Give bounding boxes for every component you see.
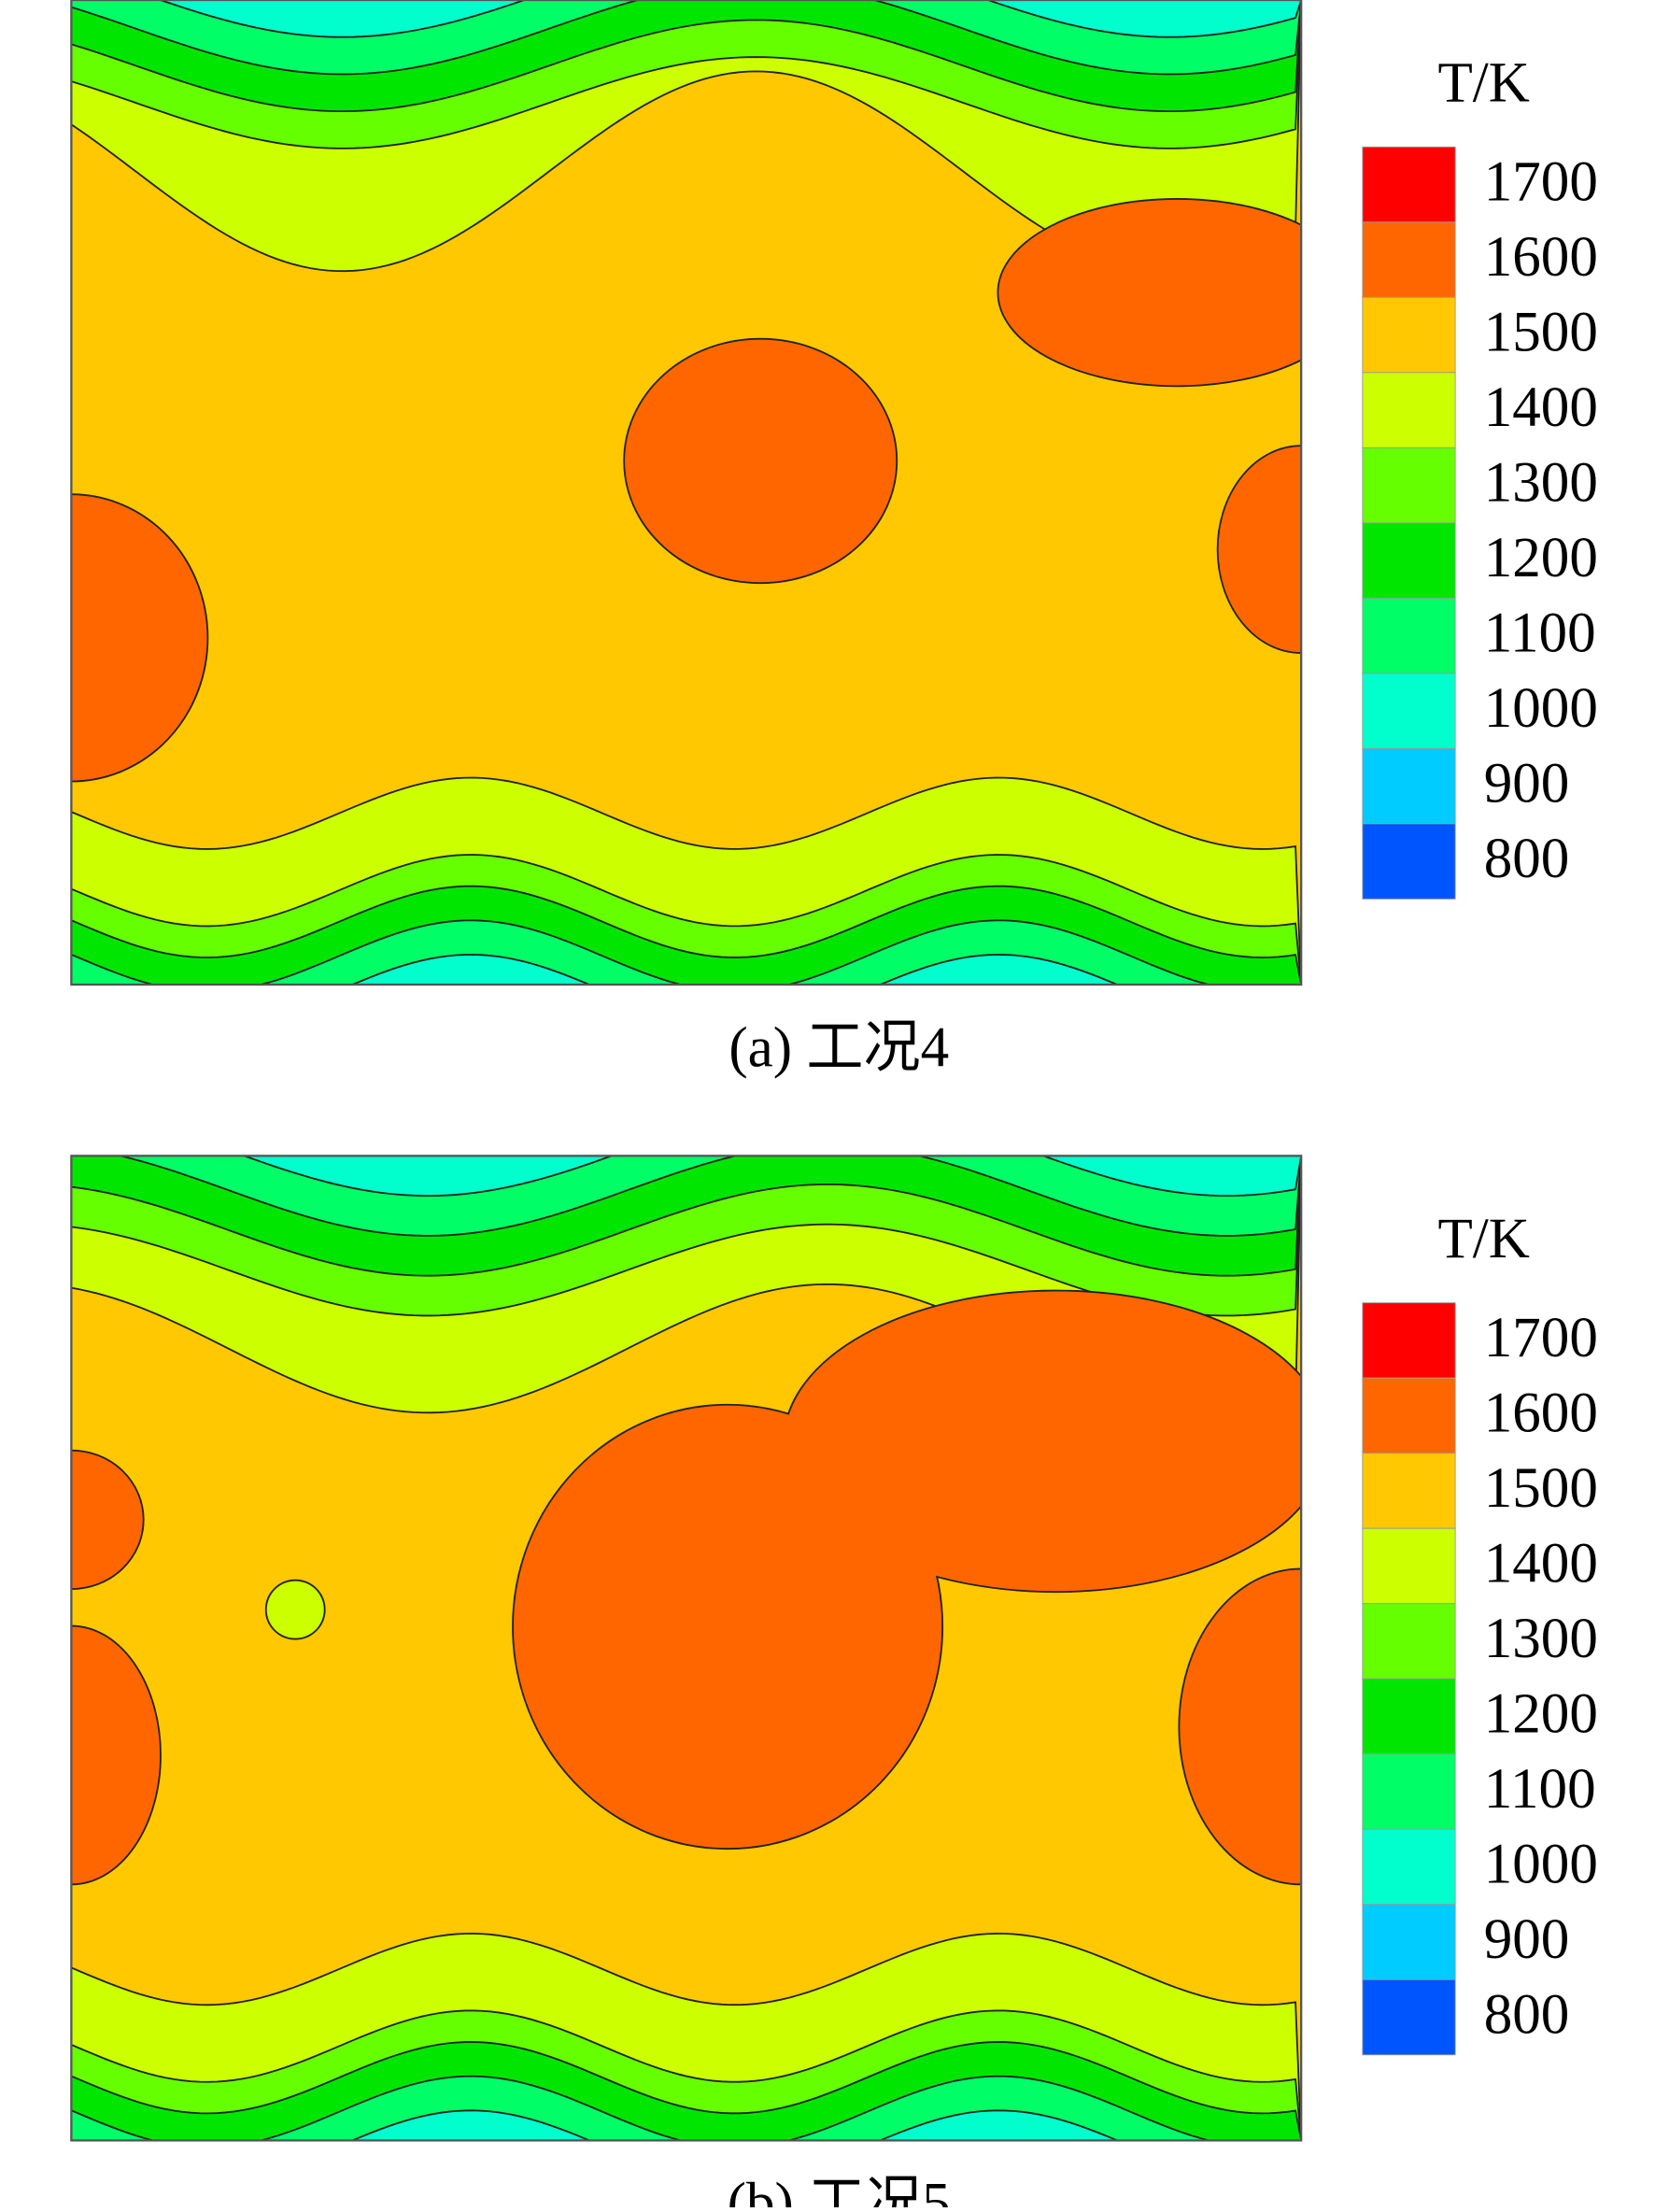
colorbar-swatch xyxy=(1362,1603,1456,1680)
colorbar-label: 1200 xyxy=(1484,1683,1598,1746)
colorbar-swatch xyxy=(1362,146,1456,223)
panel-caption: (b) 工况5 xyxy=(728,2173,951,2207)
contour-region xyxy=(71,2109,1302,2141)
colorbar-swatch xyxy=(1362,673,1456,749)
contour-region xyxy=(625,339,897,583)
colorbar-swatch xyxy=(1362,1453,1456,1529)
colorbar-label: 1300 xyxy=(1484,1608,1598,1670)
colorbar-swatch xyxy=(1362,522,1456,599)
colorbar-label: 800 xyxy=(1484,828,1570,890)
colorbar-label: 1600 xyxy=(1484,226,1598,289)
contour-region xyxy=(71,1626,161,1884)
colorbar-title: T/K xyxy=(1437,1208,1529,1270)
figure-body: T/K 1700 1600 1500 1400 1300 1200 1100 1000 900 80… xyxy=(70,0,1598,2212)
colorbar-label: 1700 xyxy=(1484,1307,1598,1369)
plot-border xyxy=(70,1155,1303,2142)
contour-region xyxy=(71,954,1302,985)
colorbar-swatch xyxy=(1362,1377,1456,1454)
colorbar-label: 800 xyxy=(1484,1984,1570,2047)
colorbar-label: 900 xyxy=(1484,753,1570,815)
colorbar-label: 1000 xyxy=(1484,677,1598,740)
colorbar-swatch xyxy=(1362,1904,1456,1980)
contour-region xyxy=(71,1451,143,1589)
colorbar-label: 1100 xyxy=(1484,1758,1596,1821)
colorbar-title: T/K xyxy=(1437,52,1529,115)
contour-region xyxy=(785,1291,1302,1592)
contour-plot xyxy=(71,1156,1302,2141)
contour-region xyxy=(1180,1569,1302,1884)
panel-caption: (a) 工况4 xyxy=(728,1016,949,1079)
contour-region xyxy=(71,1156,1302,1198)
colorbar-swatch xyxy=(1362,296,1456,374)
colorbar-swatch xyxy=(1362,1527,1456,1605)
colorbar-swatch xyxy=(1362,372,1456,448)
colorbar-label: 1700 xyxy=(1484,151,1598,214)
colorbar-label: 1500 xyxy=(1484,302,1598,364)
colorbar-label: 1500 xyxy=(1484,1457,1598,1520)
panel: T/K 1700 1600 1500 1400 1300 1200 1100 1000 900 80… xyxy=(70,1155,1598,2212)
contour-region xyxy=(71,0,1302,38)
panel: T/K 1700 1600 1500 1400 1300 1200 1100 1000 900 80… xyxy=(70,0,1598,1079)
colorbar-swatch xyxy=(1362,1753,1456,1830)
colorbar-label: 1400 xyxy=(1484,1533,1598,1595)
colorbar-label: 1600 xyxy=(1484,1382,1598,1445)
colorbar-label: 1000 xyxy=(1484,1834,1598,1896)
plot-border xyxy=(70,0,1303,986)
contour-region xyxy=(1218,447,1302,653)
colorbar-label: 900 xyxy=(1484,1908,1570,1971)
contour-region xyxy=(71,495,207,781)
colorbar-swatch xyxy=(1362,823,1456,900)
colorbar-swatch xyxy=(1362,1678,1456,1755)
colorbar-swatch xyxy=(1362,447,1456,524)
colorbar-label: 1300 xyxy=(1484,452,1598,515)
colorbar-swatch xyxy=(1362,597,1456,674)
colorbar-label: 1200 xyxy=(1484,527,1598,589)
contour-plot xyxy=(71,0,1302,985)
contour-region xyxy=(998,199,1302,386)
colorbar-swatch xyxy=(1362,747,1456,825)
colorbar-label: 1100 xyxy=(1484,603,1596,665)
colorbar-label: 1400 xyxy=(1484,376,1598,439)
colorbar-swatch xyxy=(1362,1302,1456,1379)
contour-region xyxy=(266,1581,324,1638)
colorbar-swatch xyxy=(1362,1828,1456,1906)
colorbar-swatch xyxy=(1362,221,1456,298)
colorbar-swatch xyxy=(1362,1978,1456,2056)
